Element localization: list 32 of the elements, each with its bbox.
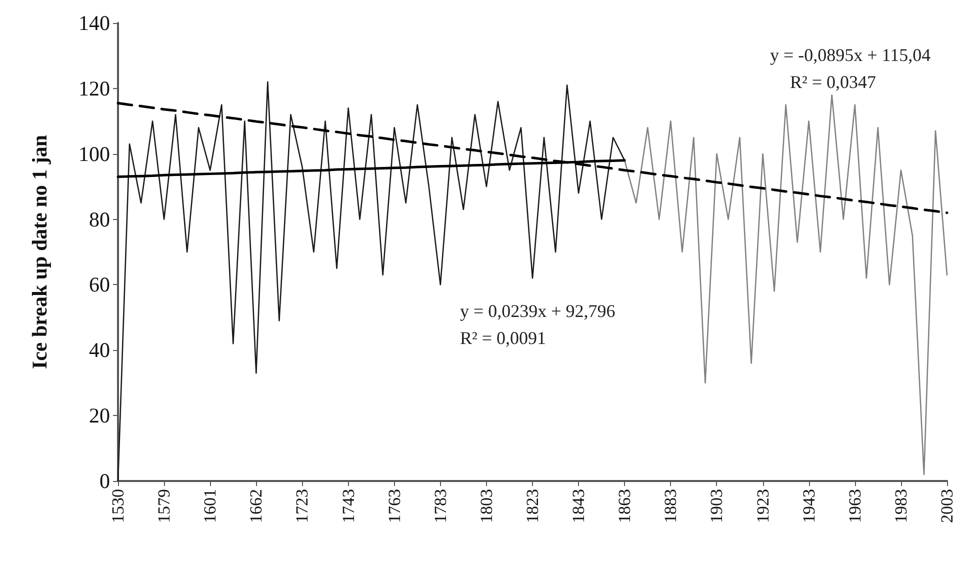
- y-tick-label: 120: [78, 76, 110, 100]
- y-tick-label: 100: [78, 142, 110, 166]
- y-tick-label: 40: [89, 338, 110, 362]
- x-tick-label: 1601: [200, 489, 220, 523]
- x-tick-label: 2003: [938, 489, 956, 523]
- x-tick-label: 1823: [523, 489, 542, 523]
- x-tick-label: 1943: [799, 489, 818, 523]
- annotation: R² = 0,0091: [460, 328, 546, 348]
- x-tick-label: 1883: [661, 489, 680, 523]
- x-tick-label: 1843: [569, 489, 588, 523]
- x-tick-label: 1662: [246, 489, 266, 523]
- y-axis-title: Ice break up date no 1 jan: [28, 134, 52, 370]
- y-tick-label: 0: [100, 469, 110, 493]
- annotation: y = 0,0239x + 92,796: [460, 301, 616, 321]
- x-tick-label: 1579: [154, 489, 174, 523]
- annotation: y = -0,0895x + 115,04: [770, 45, 931, 65]
- y-tick-label: 80: [89, 207, 110, 232]
- x-tick-label: 1783: [430, 489, 450, 523]
- x-tick-label: 1983: [891, 489, 910, 523]
- x-tick-label: 1903: [707, 489, 726, 523]
- x-tick-label: 1923: [753, 489, 772, 523]
- annotation: R² = 0,0347: [790, 72, 876, 92]
- x-tick-label: 1863: [615, 489, 634, 523]
- y-tick-label: 20: [89, 404, 110, 428]
- x-tick-label: 1763: [384, 489, 404, 523]
- y-tick-label: 140: [78, 11, 110, 35]
- x-tick-label: 1723: [292, 489, 312, 523]
- x-tick-label: 1743: [338, 489, 358, 523]
- x-tick-label: 1803: [476, 489, 496, 523]
- y-tick-label: 60: [89, 272, 110, 297]
- x-tick-label: 1963: [845, 489, 864, 523]
- x-tick-label: 1530: [108, 489, 128, 523]
